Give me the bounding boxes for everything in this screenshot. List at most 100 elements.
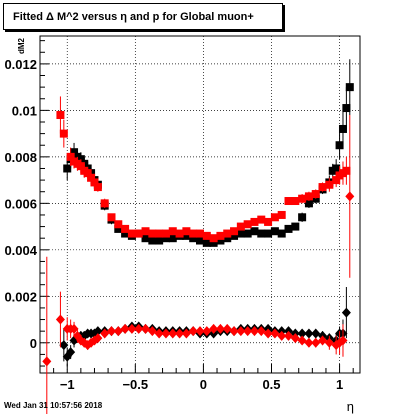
data-point-diamond	[154, 328, 164, 339]
data-point-diamond	[134, 323, 144, 334]
data-point-square	[93, 183, 102, 192]
data-point-square	[63, 164, 72, 173]
timestamp-footer: Wed Jan 31 10:57:56 2018	[4, 401, 103, 410]
data-point-square	[257, 229, 266, 238]
data-point-square	[182, 227, 191, 236]
data-point-square	[338, 124, 347, 133]
data-point-square	[304, 199, 313, 208]
data-point-diamond	[175, 328, 185, 339]
data-point-square	[76, 162, 85, 171]
y-axis-label: dM2	[17, 37, 26, 54]
data-point-diamond	[161, 328, 171, 339]
data-point-square	[148, 236, 157, 245]
data-point-square	[277, 229, 286, 238]
data-point-square	[332, 176, 341, 185]
x-tick-label: −1	[60, 377, 75, 392]
data-point-diamond	[202, 326, 212, 337]
data-point-diamond	[270, 328, 280, 339]
x-axis-label: η	[347, 399, 354, 414]
data-point-square	[298, 213, 307, 222]
data-point-square	[291, 222, 300, 231]
data-point-diamond	[284, 330, 294, 341]
data-point-diamond	[324, 337, 334, 348]
data-point-square	[168, 227, 177, 236]
data-point-diamond	[249, 326, 259, 337]
data-point-square	[216, 231, 225, 240]
data-point-diamond	[195, 326, 205, 337]
data-point-diamond	[42, 356, 52, 367]
data-point-diamond	[93, 333, 103, 344]
data-point-square	[56, 111, 65, 120]
data-point-square	[318, 183, 327, 192]
data-point-diamond	[168, 328, 178, 339]
data-point-square	[335, 141, 344, 150]
data-point-diamond	[243, 326, 253, 337]
y-tick-label: 0.004	[4, 243, 37, 258]
data-point-square	[114, 220, 123, 229]
data-point-square	[345, 83, 354, 92]
data-point-square	[284, 224, 293, 233]
data-point-square	[257, 215, 266, 224]
chart-title: Fitted Δ M^2 versus η and p for Global m…	[13, 11, 254, 23]
data-point-diamond	[100, 328, 110, 339]
x-tick-label: 1	[336, 377, 343, 392]
data-point-diamond	[93, 326, 103, 337]
data-point-diamond	[263, 328, 273, 339]
data-point-square	[141, 227, 150, 236]
y-tick-label: 0	[30, 336, 37, 351]
data-point-square	[209, 234, 218, 243]
data-point-diamond	[188, 326, 198, 337]
data-point-square	[141, 234, 150, 243]
data-point-diamond	[59, 340, 69, 351]
data-point-diamond	[338, 335, 348, 346]
data-point-square	[90, 178, 99, 187]
data-point-square	[216, 236, 225, 245]
data-point-square	[298, 194, 307, 203]
data-point-square	[236, 222, 245, 231]
data-point-diamond	[229, 326, 239, 337]
x-tick-label: −0.5	[122, 377, 148, 392]
data-point-diamond	[113, 326, 123, 337]
data-point-square	[66, 152, 75, 161]
data-point-square	[189, 234, 198, 243]
data-point-square	[332, 164, 341, 173]
data-point-square	[182, 231, 191, 240]
data-point-square	[342, 104, 351, 113]
data-point-square	[291, 197, 300, 206]
data-point-diamond	[141, 323, 151, 334]
data-point-square	[304, 192, 313, 201]
data-point-square	[121, 224, 130, 233]
data-point-square	[223, 229, 232, 238]
data-point-square	[59, 129, 68, 138]
data-point-diamond	[297, 328, 307, 339]
data-point-square	[243, 229, 252, 238]
data-point-diamond	[127, 323, 137, 334]
data-point-square	[121, 229, 130, 238]
y-tick-label: 0.008	[4, 150, 37, 165]
data-point-diamond	[304, 337, 314, 348]
data-point-diamond	[147, 326, 157, 337]
data-point-square	[250, 227, 259, 236]
data-point-diamond	[345, 191, 355, 202]
data-point-square	[264, 229, 273, 238]
data-point-diamond	[69, 323, 79, 334]
data-point-diamond	[290, 333, 300, 344]
data-point-square	[230, 227, 239, 236]
data-point-diamond	[181, 328, 191, 339]
data-point-diamond	[311, 337, 321, 348]
data-point-diamond	[55, 314, 65, 325]
data-point-square	[100, 199, 109, 208]
data-point-square	[230, 231, 239, 240]
data-point-square	[155, 236, 164, 245]
y-tick-label: 0.002	[4, 289, 37, 304]
data-point-square	[161, 229, 170, 238]
data-point-square	[209, 238, 218, 247]
data-point-square	[270, 227, 279, 236]
data-point-square	[189, 229, 198, 238]
data-point-diamond	[256, 326, 266, 337]
data-point-diamond	[106, 326, 116, 337]
data-point-diamond	[311, 328, 321, 339]
data-point-square	[196, 229, 204, 238]
